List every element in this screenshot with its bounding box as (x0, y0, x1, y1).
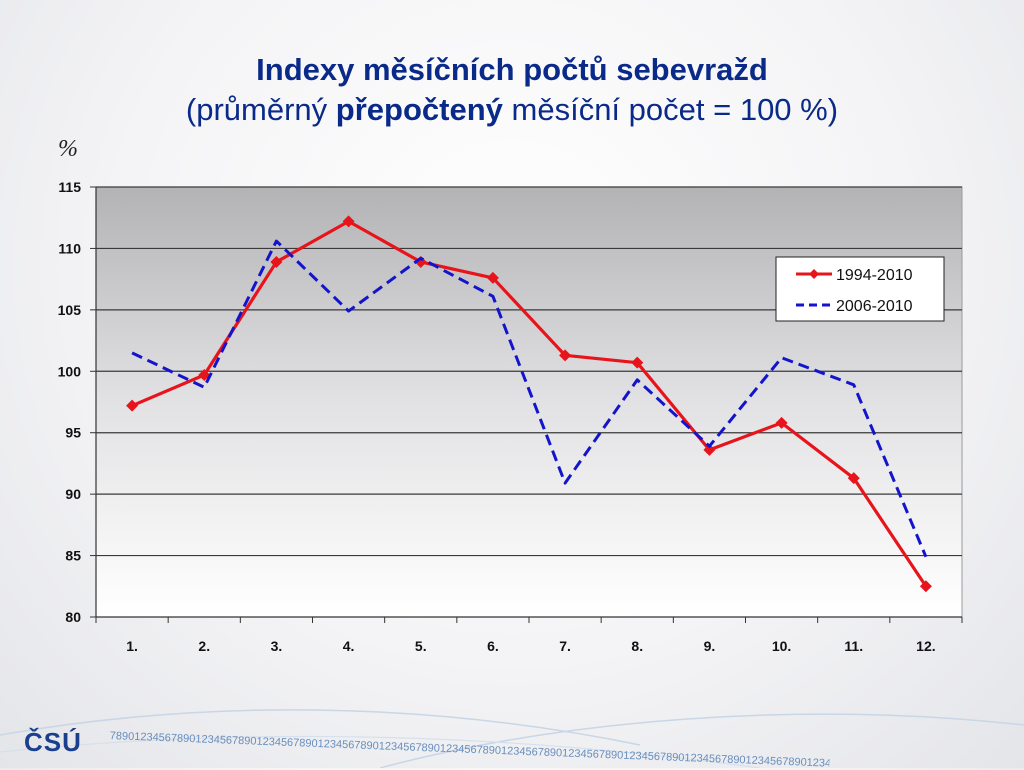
swoosh-curve-3 (0, 735, 761, 768)
data-point (270, 255, 283, 268)
x-tick-label: 6. (487, 638, 499, 654)
title-main: Indexy měsíčních počtů sebevražd (256, 52, 768, 87)
y-unit-label: % (58, 136, 78, 162)
x-tick-label: 4. (343, 638, 355, 654)
csu-logo: ČSÚ (24, 727, 82, 757)
data-point (126, 399, 139, 412)
data-point (919, 580, 932, 593)
series (126, 215, 932, 593)
swoosh-curve-2 (379, 713, 1024, 768)
y-tick-label: 90 (65, 486, 81, 502)
legend-marker (809, 269, 819, 279)
title-subtitle: (průměrný přepočtený měsíční počet = 100… (0, 90, 1024, 130)
x-tick-label: 12. (916, 638, 935, 654)
y-tick-label: 100 (58, 363, 82, 379)
x-tick-label: 1. (126, 638, 138, 654)
x-tick-label: 7. (559, 638, 571, 654)
line-chart: 80 85 90 95 100 105 110 115 1. 2. 3. 4. 5. 6. 7. 8. 9. 10… (58, 179, 963, 654)
legend-box (775, 256, 945, 322)
legend-label: 2006-2010 (836, 298, 913, 315)
data-point (847, 472, 860, 485)
y-tick-label: 85 (65, 548, 81, 564)
subtitle-suffix: měsíční počet = 100 %) (502, 92, 839, 127)
x-tick-label: 8. (631, 638, 643, 654)
legend-label: 1994-2010 (836, 267, 913, 284)
series-line-1994-2010 (131, 219, 928, 588)
y-tick-label: 105 (58, 302, 82, 318)
data-point (631, 356, 644, 369)
y-tick-label: 115 (58, 179, 81, 195)
x-tick-label: 3. (271, 638, 283, 654)
swoosh-curve-1 (0, 709, 641, 746)
data-point (342, 215, 355, 228)
x-tick-label: 9. (704, 638, 716, 654)
x-tick-label: 10. (772, 638, 791, 654)
data-point (775, 416, 788, 429)
subtitle-bold: přepočtený (335, 92, 503, 127)
legend: 1994-2010 2006-2010 (775, 256, 945, 322)
x-tick-label: 5. (415, 638, 427, 654)
series-line-2006-2010 (131, 239, 928, 558)
x-tick-label: 11. (844, 638, 863, 654)
y-tick-label: 110 (58, 240, 81, 256)
axes: 80 85 90 95 100 105 110 115 1. 2. 3. 4. 5. 6. 7. 8. 9. 10… (58, 179, 963, 654)
subtitle-prefix: (průměrný (185, 92, 336, 127)
y-tick-label: 95 (65, 425, 81, 441)
y-tick-label: 80 (65, 609, 81, 625)
data-point (559, 349, 572, 362)
data-point (486, 271, 499, 284)
data-point (703, 443, 716, 456)
x-tick-label: 2. (198, 638, 210, 654)
chart-title: Indexy měsíčních počtů sebevražd (průměr… (0, 50, 1024, 130)
